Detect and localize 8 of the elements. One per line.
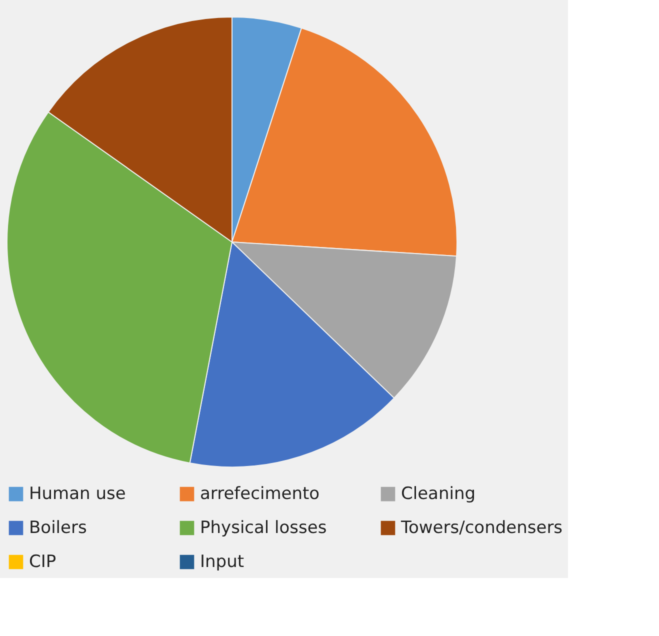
legend-label: Cleaning — [401, 484, 476, 504]
legend-label: Boilers — [29, 518, 87, 538]
legend-label: Human use — [29, 484, 126, 504]
legend-label: Towers/condensers — [400, 518, 563, 538]
legend-label: arrefecimento — [200, 484, 320, 504]
legend-label: Input — [200, 552, 244, 572]
legend-label: CIP — [29, 552, 56, 572]
legend-label: Physical losses — [200, 518, 327, 538]
